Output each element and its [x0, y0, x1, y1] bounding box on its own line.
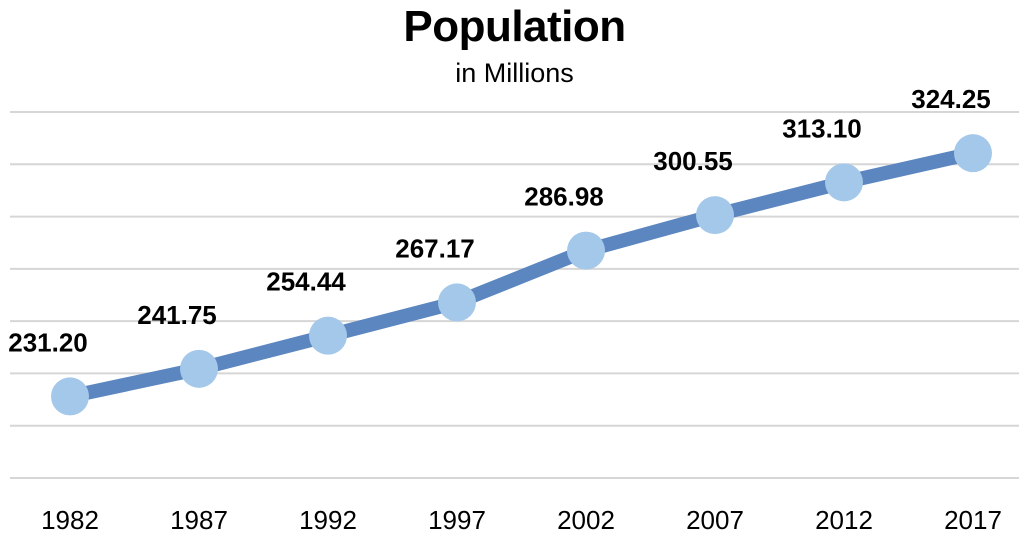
x-tick-label: 2007	[686, 505, 744, 535]
data-label: 300.55	[653, 146, 733, 176]
data-labels: 231.20 241.75 254.44 267.17 286.98 300.55 313.…	[8, 84, 991, 357]
x-tick-label: 2017	[944, 505, 1002, 535]
data-label: 254.44	[266, 267, 346, 297]
data-point	[51, 377, 89, 416]
chart-title: Population	[403, 2, 626, 51]
data-label: 286.98	[524, 182, 604, 212]
x-tick-label: 1987	[170, 505, 228, 535]
gridlines	[10, 111, 1019, 479]
data-label: 267.17	[395, 233, 475, 263]
data-point	[438, 283, 476, 322]
series-population	[63, 146, 980, 404]
data-point	[696, 196, 734, 235]
x-axis-tick-labels: 1982 1987 1992 1997 2002 2007 2012 2017	[41, 505, 1002, 535]
data-label: 313.10	[782, 113, 862, 143]
data-point	[954, 134, 992, 173]
x-tick-label: 2002	[557, 505, 615, 535]
data-point	[567, 231, 605, 270]
data-point	[180, 349, 218, 388]
x-tick-label: 1992	[299, 505, 357, 535]
data-label: 231.20	[8, 327, 88, 357]
chart-subtitle: in Millions	[455, 58, 574, 88]
data-label: 324.25	[911, 84, 991, 114]
x-tick-label: 1982	[41, 505, 99, 535]
data-points	[51, 134, 992, 416]
series-line	[63, 146, 980, 404]
data-label: 241.75	[137, 300, 217, 330]
x-tick-label: 1997	[428, 505, 486, 535]
data-point	[825, 163, 863, 202]
data-point	[309, 316, 347, 355]
x-tick-label: 2012	[815, 505, 873, 535]
